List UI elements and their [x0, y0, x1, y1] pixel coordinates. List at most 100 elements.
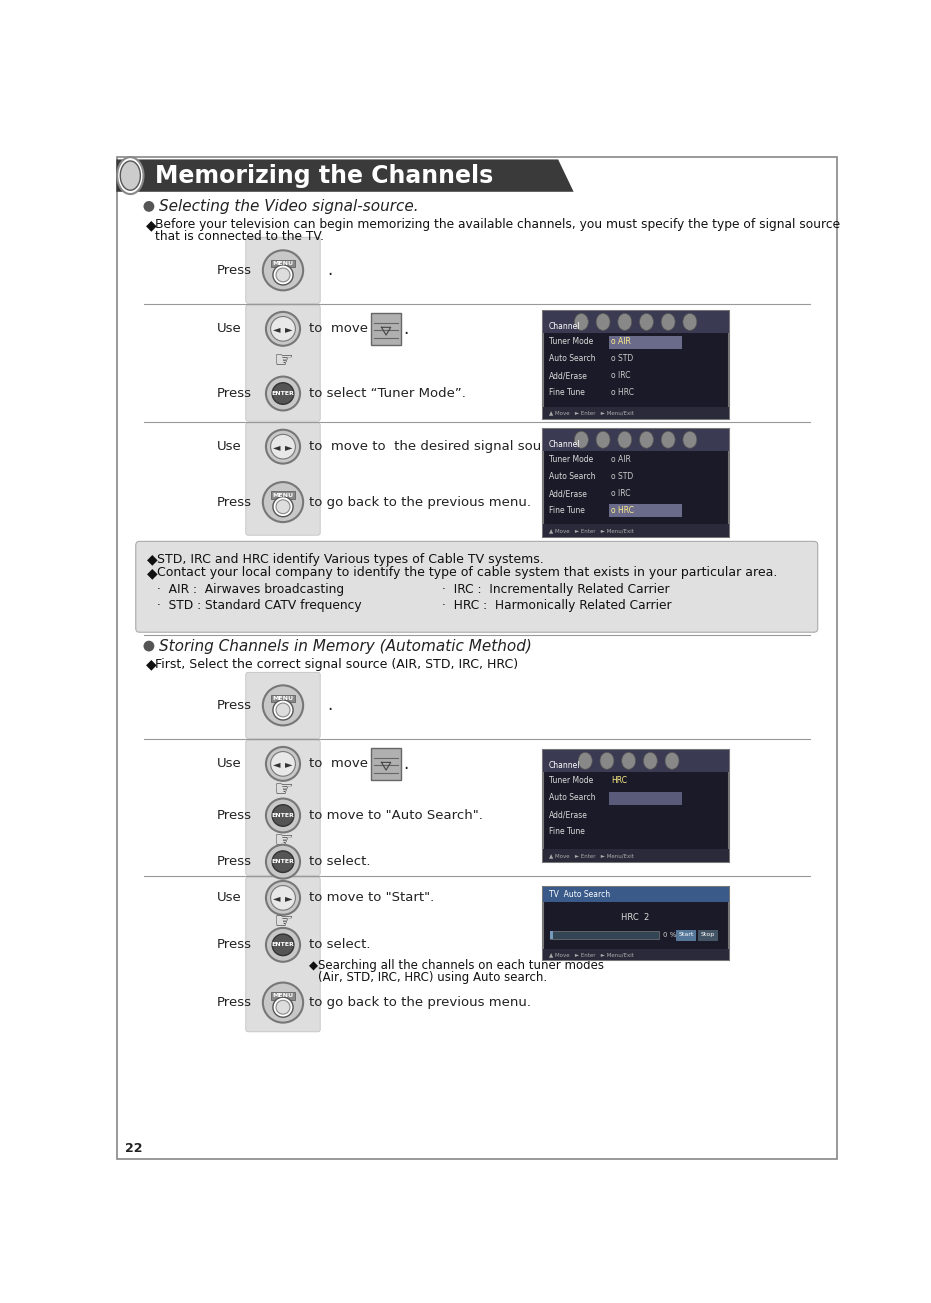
Text: ·  IRC :  Incrementally Related Carrier: · IRC : Incrementally Related Carrier	[442, 584, 669, 597]
Text: Press: Press	[217, 698, 252, 711]
Text: Contact your local company to identify the type of cable system that exists in y: Contact your local company to identify t…	[156, 567, 777, 580]
FancyBboxPatch shape	[246, 237, 320, 304]
Circle shape	[272, 805, 294, 826]
Bar	[543, 850, 729, 861]
Bar	[676, 930, 696, 941]
Bar	[609, 336, 682, 349]
Text: ENTER: ENTER	[272, 813, 294, 818]
FancyBboxPatch shape	[371, 313, 401, 345]
Text: ◆: ◆	[146, 658, 156, 671]
Circle shape	[272, 851, 294, 873]
Text: Use: Use	[217, 757, 242, 770]
Text: to move to "Auto Search".: to move to "Auto Search".	[308, 809, 482, 822]
Text: o AIR: o AIR	[611, 337, 630, 347]
Circle shape	[263, 982, 304, 1023]
Text: Fine Tune: Fine Tune	[549, 506, 585, 515]
Text: to move to "Start".: to move to "Start".	[308, 891, 434, 904]
Circle shape	[143, 641, 155, 652]
Circle shape	[273, 997, 293, 1018]
Text: ◆: ◆	[146, 218, 156, 232]
Bar	[271, 992, 295, 999]
Text: to go back to the previous menu.: to go back to the previous menu.	[308, 495, 531, 508]
Ellipse shape	[640, 314, 654, 331]
Text: 0 %: 0 %	[663, 932, 676, 938]
Text: 22: 22	[125, 1141, 142, 1154]
Text: o AIR: o AIR	[611, 455, 630, 464]
Bar	[543, 524, 729, 537]
Text: ☞: ☞	[273, 831, 293, 851]
Text: Use: Use	[217, 891, 242, 904]
Circle shape	[272, 934, 294, 955]
Text: ◆Searching all the channels on each tuner modes: ◆Searching all the channels on each tune…	[308, 959, 603, 972]
Text: Use: Use	[217, 440, 242, 453]
Text: to  move to: to move to	[308, 322, 385, 335]
Circle shape	[266, 430, 300, 464]
Ellipse shape	[574, 314, 588, 331]
Bar	[609, 504, 682, 517]
Text: Start: Start	[679, 933, 694, 937]
Text: MENU: MENU	[273, 993, 293, 998]
Text: Auto Search: Auto Search	[549, 354, 595, 364]
Circle shape	[272, 383, 294, 404]
Text: Channel: Channel	[549, 440, 580, 448]
Text: (Air, STD, IRC, HRC) using Auto search.: (Air, STD, IRC, HRC) using Auto search.	[317, 971, 547, 984]
Text: Before your television can begin memorizing the available channels, you must spe: Before your television can begin memoriz…	[155, 218, 841, 231]
Circle shape	[266, 844, 300, 878]
Ellipse shape	[117, 158, 143, 194]
Text: ☞: ☞	[273, 352, 293, 371]
Text: ▲ Move   ► Enter   ► Menu/Exit: ▲ Move ► Enter ► Menu/Exit	[549, 952, 634, 958]
Text: Fine Tune: Fine Tune	[549, 827, 585, 837]
Text: ◆: ◆	[147, 552, 158, 566]
Bar	[550, 930, 553, 938]
Bar	[271, 491, 295, 499]
Circle shape	[143, 201, 155, 212]
Text: Auto Search: Auto Search	[549, 472, 595, 481]
Bar	[543, 751, 729, 771]
Text: ◆: ◆	[147, 566, 158, 580]
Ellipse shape	[596, 314, 610, 331]
Text: Press: Press	[217, 995, 252, 1009]
Ellipse shape	[683, 431, 696, 448]
Circle shape	[273, 700, 293, 721]
Text: to select “Tuner Mode”.: to select “Tuner Mode”.	[308, 387, 466, 400]
FancyBboxPatch shape	[246, 877, 320, 1032]
Bar	[543, 887, 729, 903]
Text: to select.: to select.	[308, 938, 371, 951]
Ellipse shape	[618, 431, 632, 448]
FancyBboxPatch shape	[246, 672, 320, 739]
Ellipse shape	[683, 314, 696, 331]
Text: o IRC: o IRC	[611, 371, 630, 380]
Text: ▲ Move   ► Enter   ► Menu/Exit: ▲ Move ► Enter ► Menu/Exit	[549, 410, 634, 416]
Circle shape	[263, 482, 304, 523]
Circle shape	[276, 500, 290, 513]
Ellipse shape	[622, 752, 636, 769]
Text: Press: Press	[217, 387, 252, 400]
FancyBboxPatch shape	[371, 748, 401, 780]
Ellipse shape	[574, 431, 588, 448]
Circle shape	[266, 928, 300, 962]
Bar	[609, 792, 682, 805]
Ellipse shape	[618, 314, 632, 331]
Text: ►: ►	[286, 893, 293, 903]
Bar	[543, 950, 729, 960]
Text: Press: Press	[217, 809, 252, 822]
Text: ENTER: ENTER	[272, 942, 294, 947]
Text: ►: ►	[286, 758, 293, 769]
Text: ENTER: ENTER	[272, 391, 294, 396]
Bar	[543, 429, 729, 537]
Ellipse shape	[120, 162, 141, 190]
Text: ◄: ◄	[273, 758, 280, 769]
Text: ENTER: ENTER	[272, 859, 294, 864]
FancyBboxPatch shape	[136, 541, 817, 632]
Text: to go back to the previous menu.: to go back to the previous menu.	[308, 995, 531, 1009]
Text: STD, IRC and HRC identify Various types of Cable TV systems.: STD, IRC and HRC identify Various types …	[156, 552, 544, 566]
Text: o STD: o STD	[611, 354, 633, 364]
Bar	[543, 751, 729, 861]
Bar	[550, 930, 659, 938]
Ellipse shape	[578, 752, 592, 769]
Text: Press: Press	[217, 938, 252, 951]
Text: Channel: Channel	[549, 322, 580, 331]
Text: Add/Erase: Add/Erase	[549, 489, 587, 498]
Text: Tuner Mode: Tuner Mode	[549, 777, 593, 786]
Circle shape	[266, 377, 300, 410]
